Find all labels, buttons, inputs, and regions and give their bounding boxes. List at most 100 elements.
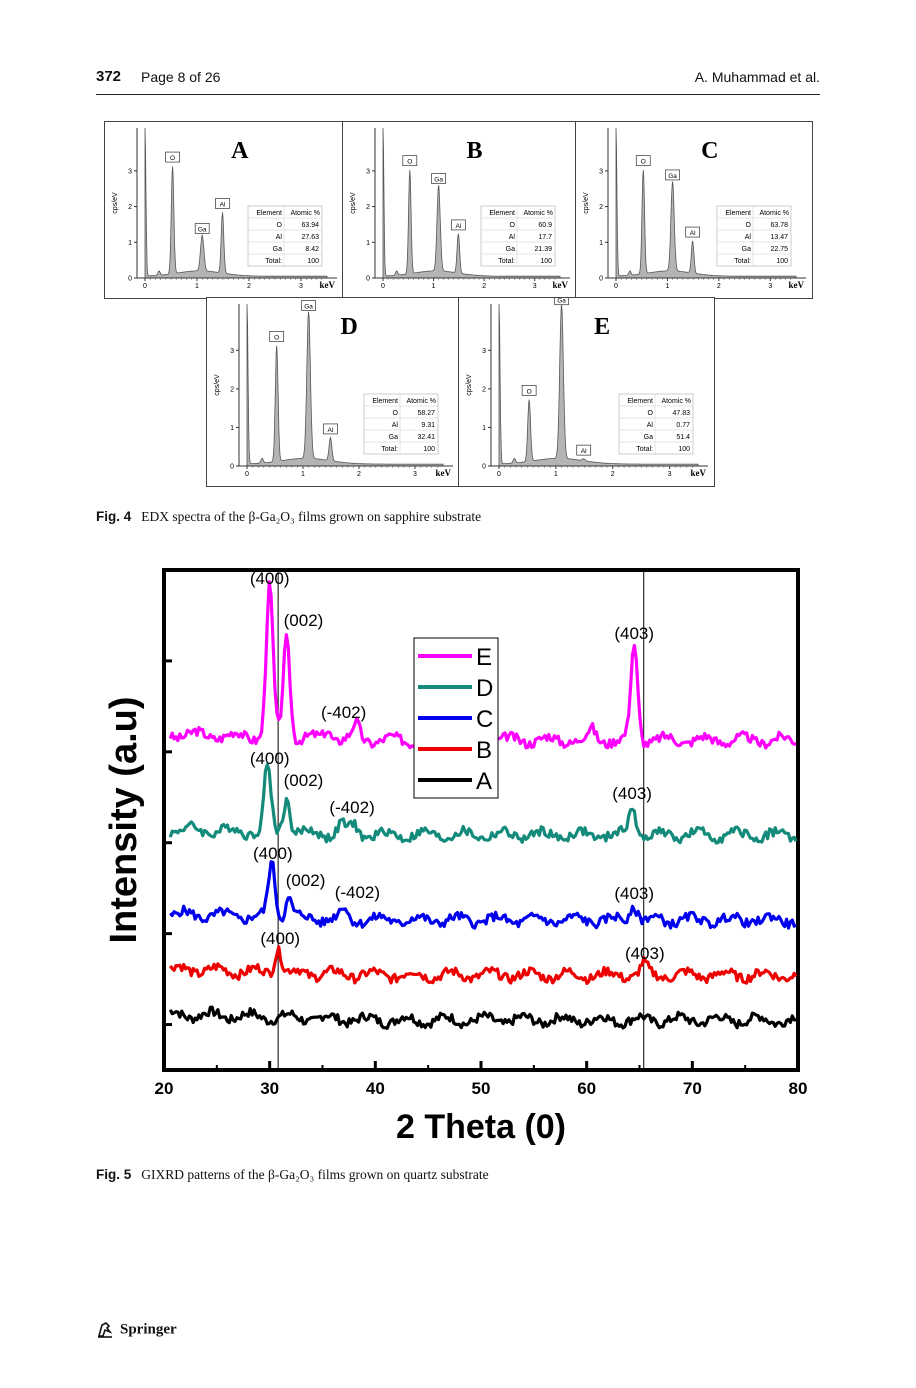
x-axis-unit: keV xyxy=(553,280,569,290)
panel-letter: E xyxy=(594,314,610,340)
fig4-caption-label: Fig. 4 xyxy=(96,509,132,524)
table-cell-element: Total: xyxy=(498,258,515,265)
y-axis-label: cps/eV xyxy=(214,374,221,396)
peak-label-ga: Ga xyxy=(557,298,566,305)
edx-spectrum-area xyxy=(615,127,797,279)
table-header-element: Element xyxy=(725,210,751,217)
x-axis-unit: keV xyxy=(320,280,336,290)
table-cell-value: 51.4 xyxy=(676,434,690,441)
table-cell-element: Ga xyxy=(506,246,515,253)
peak-label-box xyxy=(685,226,700,238)
table-cell-element: Al xyxy=(745,234,752,241)
peak-annotation: (403) xyxy=(625,944,665,963)
table-cell-value: 0.77 xyxy=(676,422,690,429)
table-header-atomic: Atomic % xyxy=(759,210,789,217)
y-axis-label: cps/eV xyxy=(466,374,473,396)
composition-table xyxy=(247,205,323,267)
y-axis-label: cps/eV xyxy=(112,192,119,214)
x-tick-label: 1 xyxy=(665,283,669,290)
x-axis-unit: keV xyxy=(691,468,707,478)
fig4-caption: Fig. 4 EDX spectra of the β-Ga₂O₃ films g… xyxy=(96,509,481,525)
y-tick-label: 1 xyxy=(599,240,603,247)
table-cell-element: Al xyxy=(647,422,654,429)
edx-spectrum-area xyxy=(498,303,699,467)
table-header-element: Element xyxy=(372,398,398,405)
y-axis-label: cps/eV xyxy=(583,192,590,214)
y-tick-label: 3 xyxy=(128,168,132,175)
peak-annotation: (-402) xyxy=(321,703,366,722)
y-tick-label: 2 xyxy=(230,386,234,393)
legend-label-c: C xyxy=(476,706,493,733)
y-tick-label: 3 xyxy=(366,168,370,175)
table-header-element: Element xyxy=(627,398,653,405)
table-cell-value: 32.41 xyxy=(417,434,435,441)
table-cell-value: 13.47 xyxy=(770,234,788,241)
y-tick-label: 0 xyxy=(482,464,486,471)
series-line-a xyxy=(168,1005,797,1030)
table-cell-value: 100 xyxy=(678,446,690,453)
table-cell-value: 100 xyxy=(307,258,319,265)
y-tick-label: 2 xyxy=(128,204,132,211)
edx-panel-d: 0 1 2 3 0 1 2 3 keV cps/eV O Ga Al D Element Atomic % O 5… xyxy=(206,297,460,487)
table-cell-value: 9.31 xyxy=(421,422,435,429)
y-tick-label: 3 xyxy=(599,168,603,175)
legend-label-a: A xyxy=(476,768,492,795)
y-tick-label: 1 xyxy=(230,425,234,432)
x-tick-label: 2 xyxy=(611,471,615,478)
composition-table xyxy=(618,393,694,455)
table-cell-element: Ga xyxy=(742,246,751,253)
x-tick-label: 0 xyxy=(143,283,147,290)
peak-label-box xyxy=(576,444,592,456)
table-cell-element: Al xyxy=(276,234,283,241)
edx-spectrum-svg: 0 1 2 3 0 1 2 3 keV cps/eV O Ga Al B Element Atomic % O 6… xyxy=(350,127,570,290)
y-tick-label: 1 xyxy=(366,240,370,247)
x-tick-label: 3 xyxy=(668,471,672,478)
x-tick-label: 70 xyxy=(683,1079,702,1098)
x-tick-label: 2 xyxy=(357,471,361,478)
peak-annotation: (002) xyxy=(286,871,326,890)
table-cell-value: 27.63 xyxy=(301,234,319,241)
x-axis-label: 2 Theta (0) xyxy=(396,1108,566,1146)
edx-spectrum-svg: 0 1 2 3 0 1 2 3 keV cps/eV O Ga Al C Element Atomic % O 6… xyxy=(583,127,806,290)
table-cell-value: 100 xyxy=(423,446,435,453)
peak-label-al: Al xyxy=(328,427,334,434)
series-line-c xyxy=(169,860,798,930)
page-footer: Springer xyxy=(96,1321,177,1339)
y-tick-label: 1 xyxy=(482,425,486,432)
panel-letter: B xyxy=(466,138,482,164)
x-tick-label: 1 xyxy=(432,283,436,290)
x-axis-unit: keV xyxy=(436,468,452,478)
table-cell-element: Al xyxy=(392,422,399,429)
x-tick-label: 60 xyxy=(577,1079,596,1098)
x-tick-label: 1 xyxy=(554,471,558,478)
table-cell-value: 100 xyxy=(540,258,552,265)
peak-label-al: Al xyxy=(581,448,587,455)
table-cell-element: Ga xyxy=(273,246,282,253)
x-tick-label: 20 xyxy=(155,1079,174,1098)
peak-label-box xyxy=(323,423,338,435)
table-cell-element: Ga xyxy=(389,434,398,441)
peak-label-al: Al xyxy=(690,230,696,237)
peak-annotation: (002) xyxy=(284,611,324,630)
springer-horse-icon xyxy=(97,1322,113,1338)
peak-label-box xyxy=(215,198,230,209)
x-tick-label: 1 xyxy=(301,471,305,478)
peak-label-o: O xyxy=(274,334,279,341)
x-tick-label: 2 xyxy=(717,283,721,290)
y-tick-label: 0 xyxy=(599,276,603,283)
edx-spectrum-area xyxy=(144,127,328,279)
peak-annotation: (002) xyxy=(284,771,324,790)
y-tick-label: 1 xyxy=(128,240,132,247)
fig5-caption-text: GIXRD patterns of the β-Ga₂O₃ films grow… xyxy=(141,1167,489,1182)
peak-label-box xyxy=(301,300,316,311)
x-tick-label: 3 xyxy=(533,283,537,290)
y-axis-label: cps/eV xyxy=(350,192,357,214)
peak-annotation: (400) xyxy=(253,844,293,863)
peak-annotation: (-402) xyxy=(335,883,380,902)
running-authors: A. Muhammad et al. xyxy=(694,69,820,85)
x-tick-label: 2 xyxy=(482,283,486,290)
series-line-d xyxy=(168,763,798,845)
legend-label-b: B xyxy=(476,737,492,764)
composition-table xyxy=(716,205,792,267)
x-tick-label: 0 xyxy=(614,283,618,290)
